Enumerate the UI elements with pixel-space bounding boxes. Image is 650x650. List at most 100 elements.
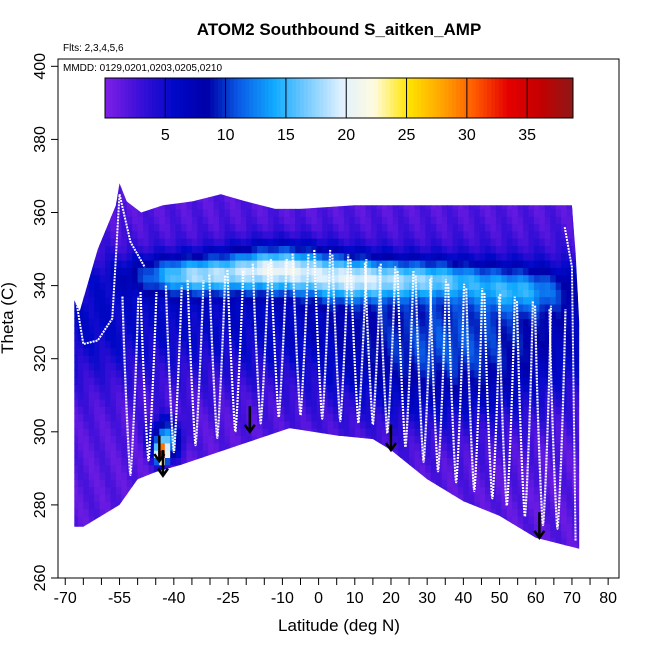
heatmap-cell xyxy=(555,194,562,203)
heatmap-cell xyxy=(273,442,280,451)
heatmap-cell xyxy=(333,391,340,400)
heatmap-cell xyxy=(414,201,421,210)
heatmap-cell xyxy=(523,355,530,363)
heatmap-cell xyxy=(376,245,383,254)
heatmap-cell xyxy=(365,406,372,415)
heatmap-cell xyxy=(327,340,334,349)
heatmap-cell xyxy=(339,172,345,180)
heatmap-cell xyxy=(485,479,492,488)
heatmap-cell xyxy=(74,377,79,385)
heatmap-cell xyxy=(132,523,139,532)
heatmap-cell xyxy=(409,391,416,400)
heatmap-cell xyxy=(153,472,160,480)
heatmap-cell xyxy=(550,194,557,203)
heatmap-cell xyxy=(175,260,182,268)
heatmap-cell xyxy=(213,355,220,363)
heatmap-cell xyxy=(262,208,269,217)
heatmap-cell xyxy=(550,537,557,546)
heatmap-cell xyxy=(251,530,258,539)
heatmap-cell xyxy=(110,391,117,400)
heatmap-cell xyxy=(517,369,524,378)
heatmap-cell xyxy=(316,201,323,210)
heatmap-cell xyxy=(197,223,204,232)
heatmap-cell xyxy=(371,442,378,451)
heatmap-cell xyxy=(273,274,280,283)
heatmap-cell xyxy=(235,442,242,451)
heatmap-cell xyxy=(224,333,231,341)
heatmap-cell xyxy=(132,501,139,510)
heatmap-cell xyxy=(441,186,448,195)
heatmap-cell xyxy=(409,245,416,254)
heatmap-cell xyxy=(121,493,128,502)
heatmap-cell xyxy=(219,355,226,363)
heatmap-cell xyxy=(555,413,562,422)
heatmap-cell xyxy=(316,318,323,327)
heatmap-cell xyxy=(512,369,519,378)
heatmap-cell xyxy=(115,464,122,473)
heatmap-cell xyxy=(485,238,492,246)
heatmap-cell xyxy=(457,303,464,312)
heatmap-cell xyxy=(381,252,388,261)
heatmap-cell xyxy=(208,457,215,466)
heatmap-cell xyxy=(571,340,578,349)
heatmap-cell xyxy=(398,552,404,560)
heatmap-cell xyxy=(115,384,122,393)
heatmap-cell xyxy=(485,303,492,312)
heatmap-cell xyxy=(132,303,139,312)
heatmap-cell xyxy=(316,486,323,495)
heatmap-cell xyxy=(316,377,323,385)
heatmap-cell xyxy=(257,355,264,363)
heatmap-cell xyxy=(246,384,253,393)
heatmap-cell xyxy=(262,413,269,422)
heatmap-cell xyxy=(153,530,160,539)
heatmap-cell xyxy=(577,238,580,246)
heatmap-cell xyxy=(512,238,519,246)
heatmap-cell xyxy=(327,406,334,415)
heatmap-cell xyxy=(523,194,530,203)
heatmap-cell xyxy=(159,311,166,320)
heatmap-cell xyxy=(246,267,253,276)
heatmap-cell xyxy=(99,545,106,549)
heatmap-cell xyxy=(441,183,448,188)
heatmap-cell xyxy=(219,508,226,517)
heatmap-cell xyxy=(360,216,367,225)
heatmap-cell xyxy=(501,545,508,549)
heatmap-cell xyxy=(295,406,302,415)
heatmap-cell xyxy=(539,398,546,407)
heatmap-cell xyxy=(257,183,264,188)
heatmap-cell xyxy=(376,515,383,524)
heatmap-cell xyxy=(490,183,497,188)
heatmap-cell xyxy=(566,442,573,451)
heatmap-cell xyxy=(392,208,399,217)
heatmap-cell xyxy=(414,479,421,488)
heatmap-cell xyxy=(490,398,497,407)
heatmap-cell xyxy=(289,420,296,429)
heatmap-cell xyxy=(452,267,459,276)
heatmap-cell xyxy=(544,457,551,466)
heatmap-cell xyxy=(175,508,182,517)
heatmap-cell xyxy=(452,391,459,400)
heatmap-cell xyxy=(452,377,459,385)
heatmap-cell xyxy=(376,201,383,210)
heatmap-cell xyxy=(544,464,551,473)
heatmap-cell xyxy=(479,428,486,436)
heatmap-cell xyxy=(202,501,209,510)
heatmap-cell xyxy=(495,457,502,466)
heatmap-cell xyxy=(512,472,519,480)
heatmap-cell xyxy=(143,369,150,378)
heatmap-cell xyxy=(392,501,399,510)
heatmap-cell xyxy=(349,457,356,466)
heatmap-cell xyxy=(262,186,269,195)
heatmap-cell xyxy=(528,186,535,195)
heatmap-cell xyxy=(430,472,437,480)
heatmap-cell xyxy=(284,296,291,305)
heatmap-cell xyxy=(528,274,535,283)
heatmap-cell xyxy=(311,201,318,210)
heatmap-cell xyxy=(246,369,253,378)
heatmap-cell xyxy=(414,252,421,261)
heatmap-cell xyxy=(534,552,540,560)
heatmap-cell xyxy=(121,552,127,560)
heatmap-cell xyxy=(83,420,90,429)
heatmap-cell xyxy=(154,552,160,560)
heatmap-cell xyxy=(398,457,405,466)
